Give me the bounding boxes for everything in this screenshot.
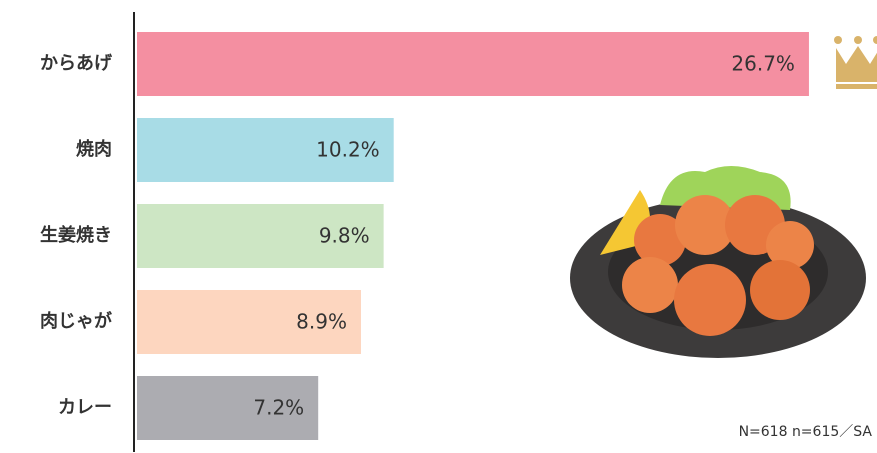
- sample-note: N=618 n=615／SA: [739, 424, 873, 440]
- bar: [137, 118, 394, 182]
- value-label: 8.9%: [296, 310, 347, 334]
- category-label: からあげ: [40, 53, 113, 74]
- value-label: 10.2%: [316, 138, 380, 162]
- bar: [137, 290, 361, 354]
- category-label: 肉じゃが: [40, 310, 112, 332]
- karaage-illustration: [570, 166, 866, 358]
- category-label: 生姜焼き: [40, 224, 112, 246]
- value-label: 9.8%: [319, 224, 370, 248]
- category-label: カレー: [58, 397, 112, 418]
- value-label: 26.7%: [731, 52, 795, 76]
- bar: [137, 204, 384, 268]
- bar: [137, 32, 809, 96]
- value-label: 7.2%: [253, 396, 304, 420]
- category-label: 焼肉: [76, 138, 112, 160]
- bar: [137, 376, 319, 440]
- crown-icon: [834, 36, 877, 89]
